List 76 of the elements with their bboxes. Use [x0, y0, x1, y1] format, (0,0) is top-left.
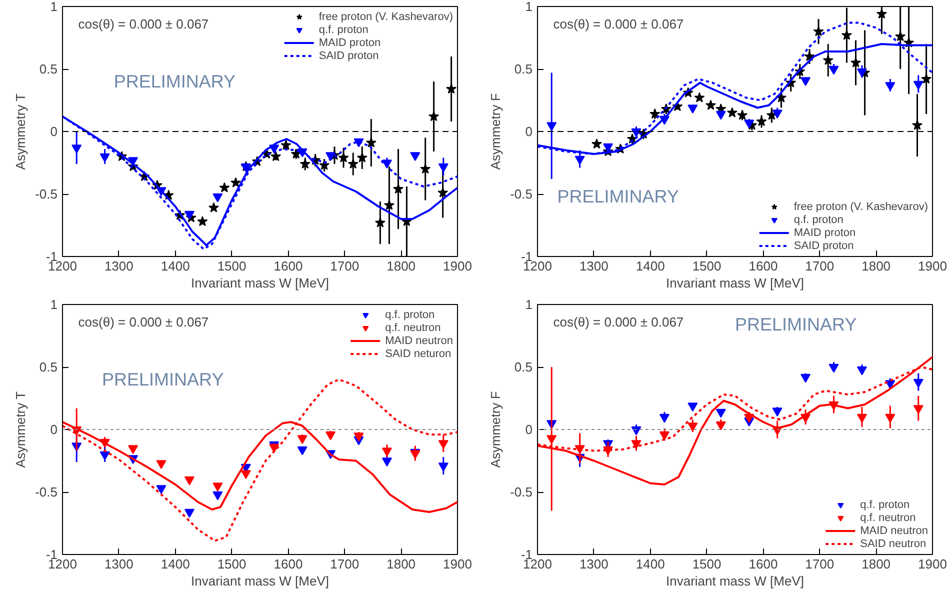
x-axis-title: Invariant mass W [MeV] [666, 574, 804, 588]
x-tick-label: 1300 [104, 556, 134, 572]
x-tick-label: 1700 [805, 258, 834, 274]
y-axis-title: Asymmetry T [13, 93, 28, 170]
legend-label: q.f. proton [318, 23, 368, 36]
y-tick-label: 1 [50, 0, 58, 14]
x-tick-label: 1400 [636, 556, 665, 572]
y-tick-label: -0.5 [510, 186, 533, 202]
legend-label: free proton (V. Kashevarov) [794, 200, 928, 213]
x-tick-label: 1700 [805, 556, 834, 572]
y-tick-label: 0.5 [514, 62, 533, 76]
legend-label: SAID proton [794, 239, 854, 252]
x-tick-label: 1400 [160, 258, 190, 274]
annotation: PRELIMINARY [735, 314, 857, 334]
y-tick-label: 1 [525, 0, 533, 14]
y-axis-title: Asymmetry T [13, 391, 28, 468]
annotation: cos(θ) = 0.000 ± 0.067 [78, 16, 209, 32]
x-tick-label: 1700 [330, 556, 360, 572]
y-tick-label: 0 [525, 422, 533, 437]
legend-label: q.f. neutron [385, 321, 441, 334]
x-axis-title: Invariant mass W [MeV] [191, 276, 329, 290]
legend-label: MAID neutron [860, 524, 928, 537]
x-tick-label: 1300 [579, 556, 608, 572]
y-tick-label: 0 [50, 124, 58, 139]
x-tick-label: 1800 [862, 258, 891, 274]
y-tick-label: -0.5 [35, 186, 58, 202]
y-tick-label: 1 [50, 297, 58, 312]
y-tick-label: -0.5 [510, 484, 533, 500]
legend-label: q.f. proton [385, 308, 435, 321]
legend-label: SAID proton [318, 49, 379, 62]
x-tick-label: 1300 [579, 258, 608, 274]
x-tick-label: 1600 [748, 258, 778, 274]
x-tick-label: 1500 [692, 556, 722, 572]
x-tick-label: 1900 [443, 258, 472, 274]
y-axis-title: Asymmetry F [488, 391, 504, 468]
annotation: cos(θ) = 0.000 ± 0.067 [78, 314, 209, 330]
x-tick-label: 1400 [636, 258, 665, 274]
x-tick-label: 1600 [274, 556, 303, 572]
y-tick-label: 1 [525, 297, 533, 312]
x-tick-label: 1600 [748, 556, 778, 572]
legend-label: MAID proton [794, 226, 856, 239]
x-tick-label: 1500 [217, 258, 246, 274]
x-tick-label: 1900 [443, 556, 472, 572]
legend-label: MAID neutron [385, 334, 453, 347]
y-tick-label: 0.5 [39, 62, 58, 76]
annotation: cos(θ) = 0.000 ± 0.067 [553, 314, 684, 330]
x-tick-label: 1400 [160, 556, 190, 572]
x-tick-label: 1600 [274, 258, 303, 274]
y-axis-title: Asymmetry F [488, 93, 504, 170]
y-tick-label: -0.5 [35, 484, 58, 500]
x-tick-label: 1800 [862, 556, 891, 572]
x-axis-title: Invariant mass W [MeV] [666, 276, 804, 290]
annotation: PRELIMINARY [557, 186, 679, 206]
legend-label: q.f. proton [860, 498, 910, 511]
x-tick-label: 1500 [692, 258, 722, 274]
legend-label: SAID neturon [385, 347, 452, 360]
legend-label: q.f. neutron [860, 511, 916, 524]
legend-label: MAID proton [318, 36, 381, 49]
annotation: PRELIMINARY [114, 72, 236, 92]
x-tick-label: 1800 [386, 258, 416, 274]
x-tick-label: 1800 [386, 556, 416, 572]
x-tick-label: 1500 [217, 556, 246, 572]
annotation: cos(θ) = 0.000 ± 0.067 [553, 16, 684, 32]
annotation: PRELIMINARY [102, 370, 224, 390]
y-tick-label: 0 [525, 124, 533, 139]
x-tick-label: 1900 [918, 556, 947, 572]
x-tick-label: 1300 [104, 258, 134, 274]
legend-label: free proton (V. Kashevarov) [318, 10, 453, 23]
y-tick-label: 0.5 [514, 360, 533, 374]
x-tick-label: 1900 [918, 258, 947, 274]
x-tick-label: 1700 [330, 258, 360, 274]
x-axis-title: Invariant mass W [MeV] [191, 574, 329, 588]
y-tick-label: 0 [50, 422, 58, 437]
y-tick-label: 0.5 [39, 360, 58, 374]
legend-label: q.f. proton [794, 213, 844, 226]
legend-label: SAID neutron [860, 537, 926, 550]
